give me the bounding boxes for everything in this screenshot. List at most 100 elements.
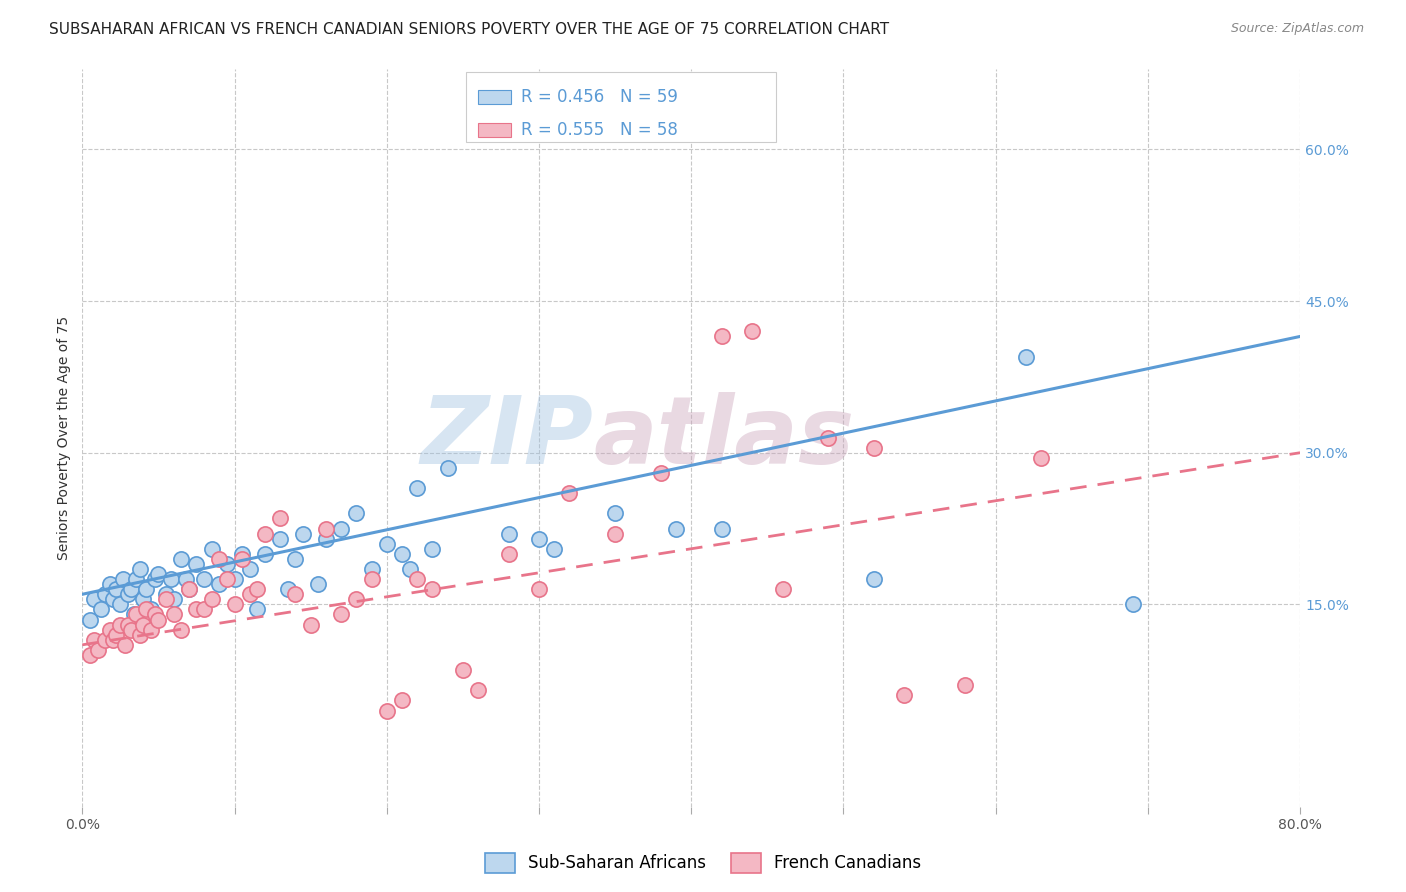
Point	[239, 587, 262, 601]
Point	[135, 582, 157, 597]
Point	[1031, 450, 1053, 465]
Point	[215, 557, 238, 571]
Point	[193, 572, 215, 586]
Point	[208, 577, 231, 591]
Point	[710, 329, 733, 343]
Point	[155, 592, 177, 607]
Point	[159, 572, 181, 586]
Point	[269, 511, 291, 525]
Point	[122, 607, 145, 622]
Point	[114, 638, 136, 652]
Point	[741, 325, 763, 339]
Point	[436, 461, 458, 475]
Point	[406, 572, 429, 586]
Point	[143, 607, 166, 622]
Point	[284, 587, 307, 601]
Point	[94, 587, 117, 601]
Point	[650, 466, 672, 480]
Point	[83, 592, 105, 607]
Point	[90, 602, 112, 616]
Point	[292, 526, 315, 541]
FancyBboxPatch shape	[465, 72, 776, 143]
Point	[79, 648, 101, 662]
Point	[170, 552, 193, 566]
Point	[104, 628, 127, 642]
Text: ZIP: ZIP	[420, 392, 593, 483]
Point	[94, 632, 117, 647]
Point	[129, 628, 152, 642]
Point	[132, 592, 155, 607]
Point	[893, 689, 915, 703]
Point	[558, 486, 581, 500]
Point	[201, 541, 224, 556]
Point	[208, 552, 231, 566]
Point	[120, 582, 142, 597]
Point	[451, 663, 474, 677]
Point	[603, 526, 626, 541]
Y-axis label: Seniors Poverty Over the Age of 75: Seniors Poverty Over the Age of 75	[58, 316, 72, 559]
Point	[498, 547, 520, 561]
Point	[162, 592, 184, 607]
Point	[117, 587, 139, 601]
Point	[135, 602, 157, 616]
Point	[953, 678, 976, 692]
Point	[603, 507, 626, 521]
Point	[467, 683, 489, 698]
Point	[665, 522, 688, 536]
Point	[710, 522, 733, 536]
Point	[231, 547, 253, 561]
Point	[315, 532, 337, 546]
Point	[863, 572, 886, 586]
Point	[253, 526, 276, 541]
Text: atlas: atlas	[593, 392, 855, 483]
FancyBboxPatch shape	[478, 90, 510, 103]
Point	[277, 582, 299, 597]
Point	[527, 532, 550, 546]
Point	[330, 522, 353, 536]
Point	[406, 481, 429, 495]
Point	[132, 617, 155, 632]
Point	[101, 632, 124, 647]
Text: R = 0.456   N = 59: R = 0.456 N = 59	[520, 88, 678, 106]
Point	[422, 541, 444, 556]
Point	[120, 623, 142, 637]
Point	[117, 617, 139, 632]
Point	[224, 598, 246, 612]
Legend: Sub-Saharan Africans, French Canadians: Sub-Saharan Africans, French Canadians	[478, 847, 928, 880]
Point	[143, 572, 166, 586]
Point	[170, 623, 193, 637]
Point	[139, 623, 162, 637]
Point	[201, 592, 224, 607]
Point	[174, 572, 197, 586]
Point	[543, 541, 565, 556]
Point	[772, 582, 794, 597]
Point	[817, 431, 839, 445]
Point	[1122, 598, 1144, 612]
Point	[186, 602, 208, 616]
Point	[422, 582, 444, 597]
Point	[186, 557, 208, 571]
Point	[1015, 350, 1038, 364]
Point	[398, 562, 420, 576]
Point	[139, 602, 162, 616]
Point	[344, 507, 367, 521]
Point	[863, 441, 886, 455]
Point	[253, 547, 276, 561]
Point	[162, 607, 184, 622]
Point	[104, 582, 127, 597]
Point	[391, 547, 413, 561]
Point	[224, 572, 246, 586]
Point	[101, 592, 124, 607]
Point	[498, 526, 520, 541]
Point	[86, 643, 108, 657]
Point	[231, 552, 253, 566]
Point	[315, 522, 337, 536]
Point	[344, 592, 367, 607]
Point	[284, 552, 307, 566]
Point	[299, 617, 322, 632]
Point	[110, 617, 132, 632]
Point	[98, 623, 121, 637]
Point	[177, 582, 200, 597]
Point	[360, 572, 382, 586]
Point	[330, 607, 353, 622]
